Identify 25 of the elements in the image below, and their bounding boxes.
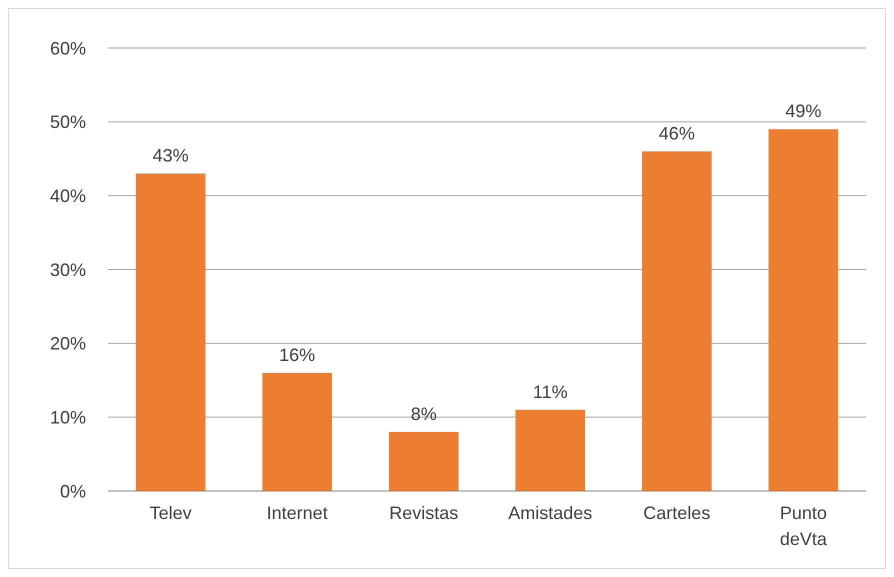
x-tick-label: Revistas xyxy=(389,503,458,523)
bar xyxy=(642,151,712,491)
y-tick-label: 60% xyxy=(50,38,86,58)
bar xyxy=(515,410,586,491)
y-tick-label: 20% xyxy=(50,334,86,354)
data-label: 43% xyxy=(152,146,189,166)
y-tick-label: 40% xyxy=(50,186,86,206)
data-label: 49% xyxy=(785,101,822,122)
bar xyxy=(768,129,838,491)
y-tick-label: 50% xyxy=(50,112,86,132)
data-label: 8% xyxy=(410,404,437,424)
y-tick-label: 30% xyxy=(50,260,86,280)
y-tick-label: 0% xyxy=(60,481,86,502)
data-label: 16% xyxy=(279,344,316,365)
bar xyxy=(388,432,459,491)
x-tick-label: Punto deVta xyxy=(780,503,828,549)
data-label: 46% xyxy=(658,123,695,144)
x-tick-label: Carteles xyxy=(643,503,710,523)
y-tick-label: 10% xyxy=(50,407,86,428)
data-label: 11% xyxy=(532,382,568,402)
bar xyxy=(262,372,332,491)
bar xyxy=(136,174,206,491)
x-tick-label: Amistades xyxy=(508,503,592,523)
x-tick-label: Internet xyxy=(266,503,328,523)
x-tick-label: Telev xyxy=(150,503,192,523)
